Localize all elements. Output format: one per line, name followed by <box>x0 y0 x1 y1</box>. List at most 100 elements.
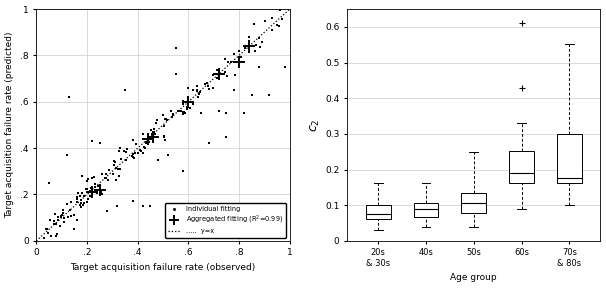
Point <box>46 234 56 239</box>
Point <box>275 8 285 12</box>
Point <box>161 137 170 142</box>
Point <box>166 108 176 113</box>
Point <box>103 177 113 182</box>
Point <box>116 157 125 162</box>
Point <box>203 84 213 88</box>
Point <box>104 167 114 172</box>
Point <box>151 121 161 125</box>
Point <box>220 57 230 61</box>
Point <box>55 224 65 228</box>
Point <box>143 137 153 141</box>
Point <box>128 152 138 156</box>
Point <box>179 110 189 115</box>
Point <box>178 112 188 117</box>
Point <box>95 192 105 196</box>
Point <box>176 108 186 113</box>
Point <box>229 52 239 56</box>
Point <box>120 88 130 92</box>
Point <box>275 24 284 29</box>
Point <box>230 73 240 77</box>
Point <box>53 217 63 222</box>
Point <box>87 175 96 180</box>
Point <box>72 200 82 204</box>
Point <box>192 84 202 88</box>
Point <box>65 208 75 212</box>
Point <box>236 54 245 59</box>
Point <box>146 127 156 132</box>
Point <box>148 138 158 143</box>
Point <box>180 110 190 115</box>
Point <box>208 73 218 77</box>
Point <box>214 73 224 77</box>
Point <box>229 88 239 92</box>
Point <box>267 16 277 20</box>
Point <box>108 171 118 176</box>
Point <box>185 106 195 111</box>
Point <box>102 209 112 213</box>
Point <box>239 111 249 116</box>
Point <box>92 190 102 194</box>
Point <box>175 109 185 113</box>
Point <box>82 179 92 183</box>
Point <box>78 190 87 195</box>
Point <box>163 153 173 157</box>
Point <box>161 117 171 121</box>
Point <box>113 166 123 171</box>
Point <box>226 60 236 64</box>
Point <box>101 176 111 180</box>
Bar <box>461 193 486 213</box>
Point <box>244 50 253 54</box>
Point <box>83 197 93 202</box>
Point <box>128 156 138 160</box>
Point <box>56 214 65 219</box>
Point <box>138 132 148 137</box>
Point <box>244 35 253 39</box>
Point <box>53 215 63 220</box>
Point <box>214 109 224 113</box>
Point <box>82 187 92 191</box>
Point <box>272 23 282 28</box>
Point <box>258 40 267 45</box>
Point <box>76 201 86 205</box>
Point <box>167 115 177 119</box>
Point <box>52 232 61 236</box>
Point <box>193 88 202 92</box>
Point <box>138 204 148 209</box>
Point <box>82 186 92 191</box>
Bar <box>366 205 391 219</box>
Point <box>208 85 218 90</box>
Point <box>98 172 107 176</box>
Point <box>204 87 214 92</box>
Point <box>90 182 99 187</box>
Point <box>72 217 82 222</box>
Point <box>101 171 111 176</box>
Point <box>183 86 193 91</box>
Point <box>90 174 99 179</box>
Point <box>101 175 110 180</box>
Point <box>234 49 244 53</box>
Point <box>158 112 168 117</box>
Legend: Individual fitting, Aggregated fitting (R$^2$=0.99), .....  y=x: Individual fitting, Aggregated fitting (… <box>165 202 287 238</box>
Point <box>162 118 171 123</box>
Point <box>66 200 76 204</box>
Point <box>64 214 73 219</box>
Point <box>58 211 68 215</box>
Point <box>168 111 178 116</box>
Point <box>72 197 82 201</box>
Point <box>196 111 206 116</box>
Point <box>87 190 97 194</box>
Point <box>194 92 204 96</box>
Point <box>196 111 206 116</box>
Point <box>121 158 130 162</box>
Point <box>159 124 168 128</box>
Point <box>49 221 59 226</box>
Point <box>85 193 95 198</box>
Point <box>62 153 72 157</box>
Point <box>64 95 74 99</box>
Point <box>240 46 250 50</box>
Point <box>250 48 260 53</box>
Point <box>179 98 188 103</box>
Point <box>122 147 132 152</box>
Point <box>148 134 158 139</box>
Point <box>88 190 98 195</box>
